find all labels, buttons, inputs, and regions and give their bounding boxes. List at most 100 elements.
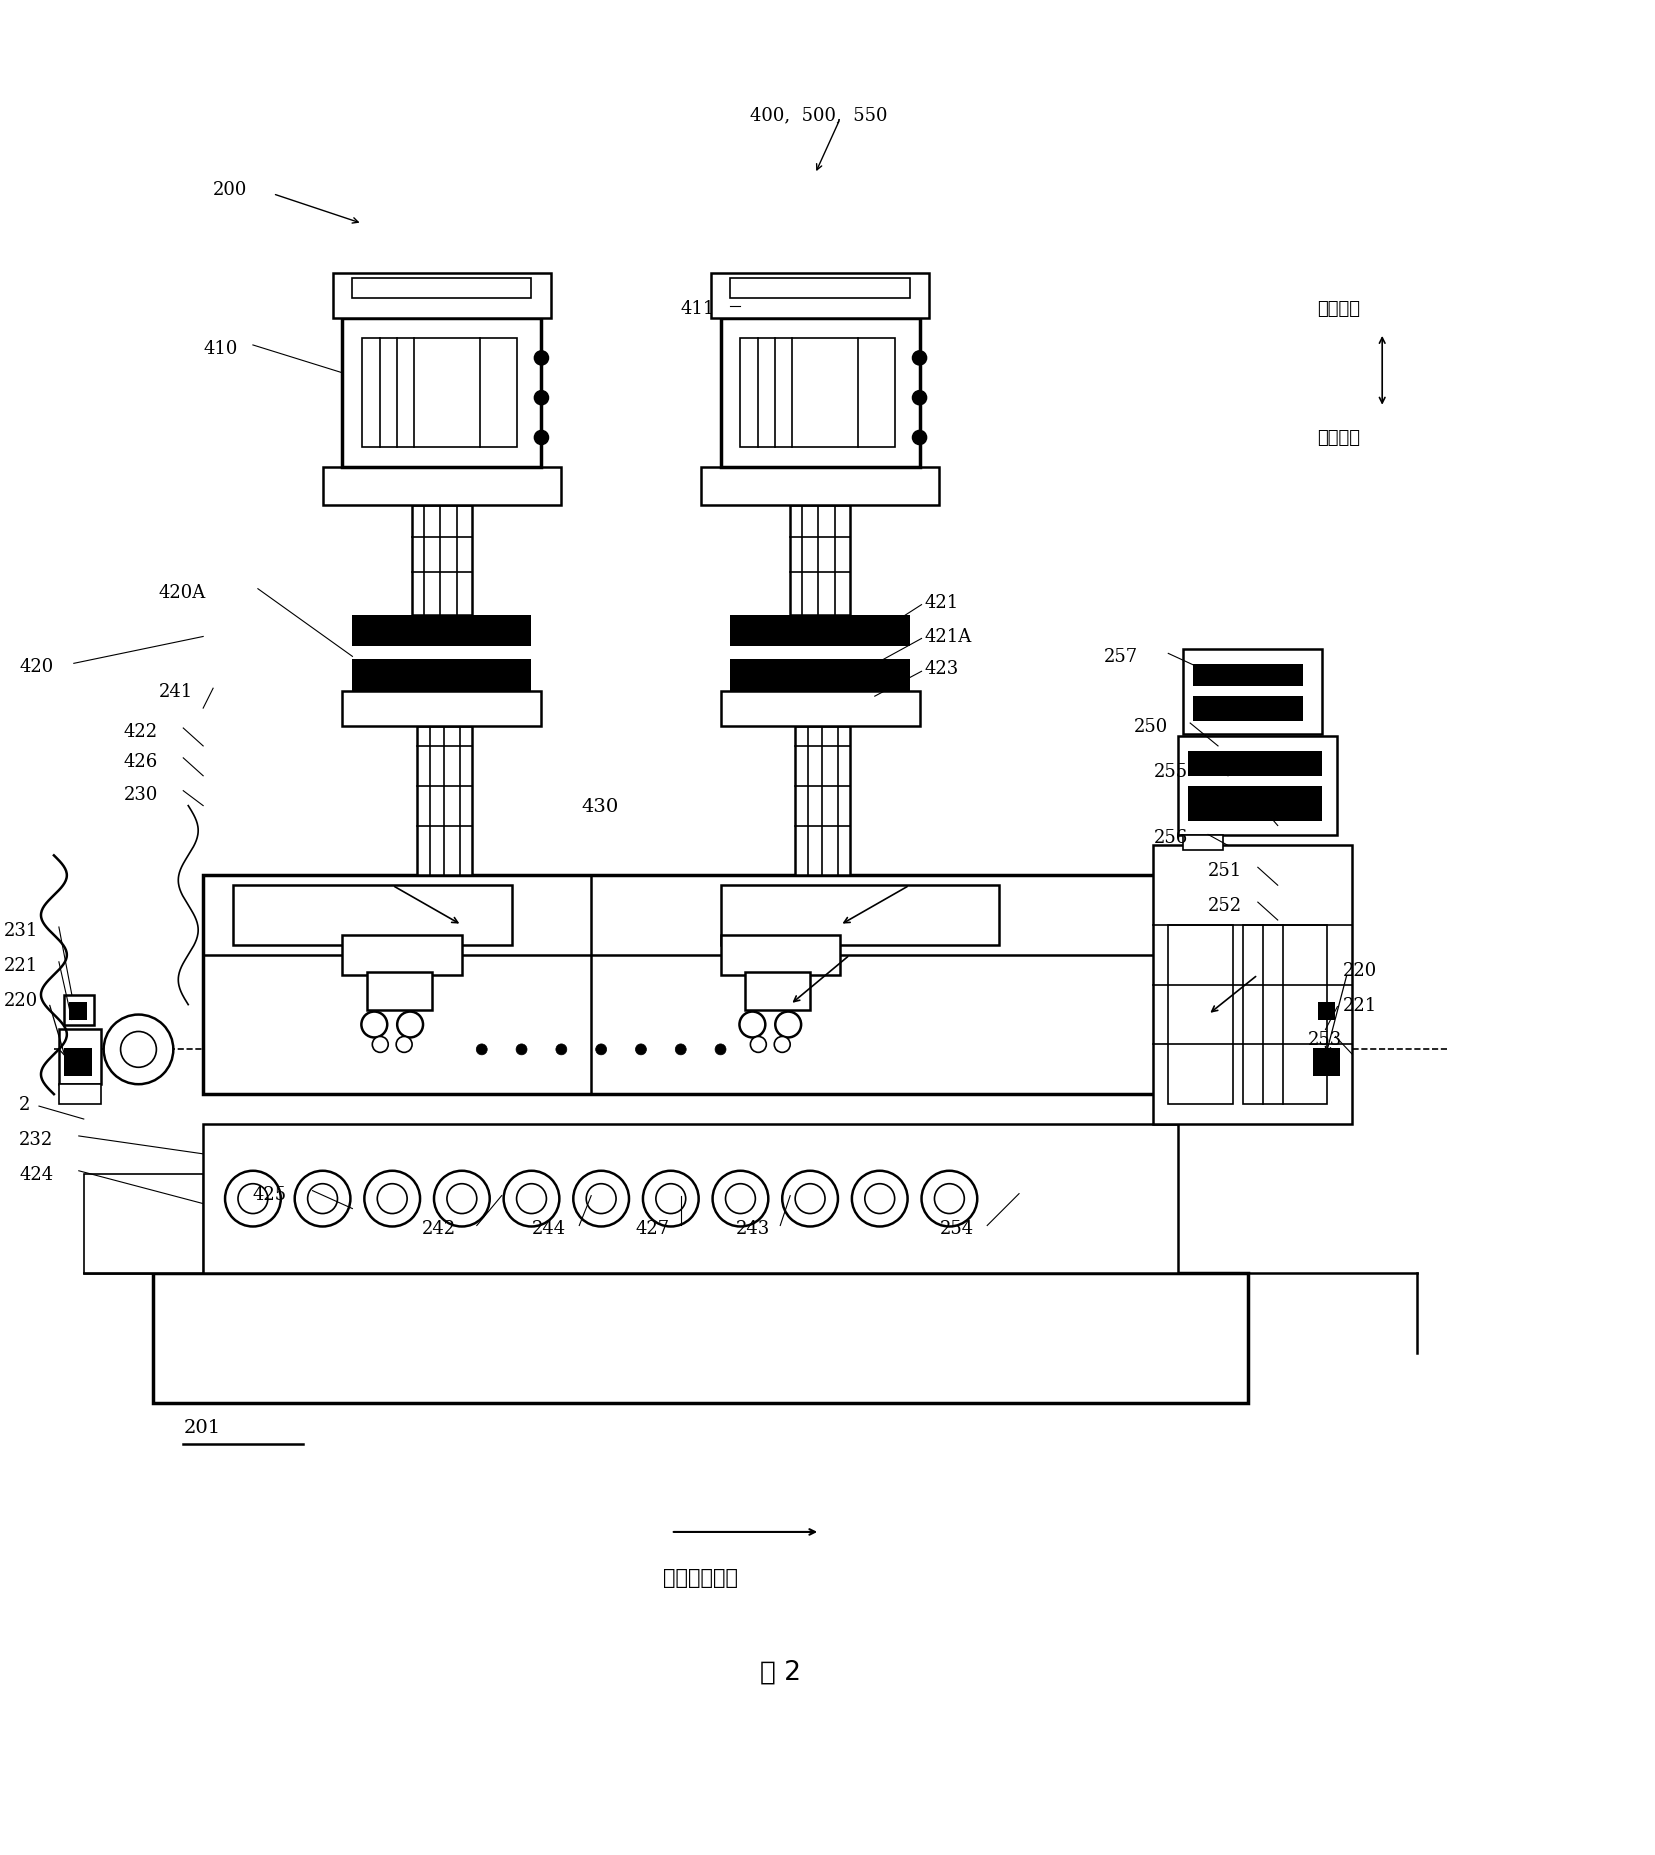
Circle shape — [775, 1013, 801, 1039]
Circle shape — [377, 1183, 407, 1213]
Bar — [333, 275, 551, 319]
Bar — [1193, 664, 1302, 686]
Text: 221: 221 — [5, 957, 38, 974]
Circle shape — [535, 352, 548, 365]
Circle shape — [740, 1013, 765, 1039]
Bar — [1167, 926, 1233, 1104]
Circle shape — [573, 1171, 629, 1226]
Text: 424: 424 — [20, 1165, 53, 1183]
Circle shape — [912, 391, 925, 406]
Bar — [204, 1124, 1177, 1274]
Text: 257: 257 — [1102, 647, 1137, 666]
Circle shape — [556, 1044, 566, 1055]
Circle shape — [851, 1171, 907, 1226]
Text: 向下方向: 向下方向 — [1317, 429, 1360, 447]
Bar — [323, 467, 561, 506]
Text: 向上方向: 向上方向 — [1317, 301, 1360, 317]
Text: 420: 420 — [20, 659, 53, 675]
Text: 220: 220 — [1342, 961, 1375, 979]
Bar — [65, 994, 94, 1026]
Bar — [1307, 1085, 1349, 1104]
Text: 250: 250 — [1132, 718, 1167, 736]
Bar — [362, 339, 516, 449]
Bar — [1317, 1002, 1334, 1020]
Text: 231: 231 — [5, 922, 38, 939]
Text: 242: 242 — [422, 1221, 455, 1237]
Circle shape — [596, 1044, 606, 1055]
Bar — [1182, 649, 1322, 735]
Text: 421A: 421A — [923, 629, 971, 646]
Bar — [730, 660, 909, 692]
Circle shape — [1195, 1013, 1269, 1087]
Bar — [1193, 697, 1302, 722]
Text: 251: 251 — [1208, 863, 1241, 879]
Bar — [60, 1030, 101, 1085]
Bar — [789, 506, 849, 616]
Text: 255: 255 — [1152, 762, 1187, 781]
Text: 200: 200 — [213, 180, 247, 198]
Circle shape — [642, 1171, 698, 1226]
Bar — [1187, 787, 1322, 822]
Bar — [204, 876, 1177, 1094]
Text: 工件输送方向: 工件输送方向 — [662, 1567, 738, 1586]
Circle shape — [725, 1183, 755, 1213]
Text: 232: 232 — [20, 1130, 53, 1148]
Bar — [1307, 1030, 1349, 1085]
Circle shape — [1213, 1030, 1253, 1070]
Circle shape — [516, 1044, 526, 1055]
Bar — [353, 278, 531, 299]
Text: 240: 240 — [1208, 798, 1241, 814]
Text: 201: 201 — [184, 1419, 220, 1436]
Bar — [233, 885, 511, 946]
Text: 420A: 420A — [159, 582, 205, 601]
Text: 253: 253 — [1307, 1031, 1341, 1048]
Bar — [84, 1174, 204, 1274]
Text: 400,  500,  550: 400, 500, 550 — [750, 106, 887, 124]
Circle shape — [477, 1044, 487, 1055]
Circle shape — [715, 1044, 725, 1055]
Bar — [1177, 736, 1337, 837]
Circle shape — [535, 430, 548, 445]
Circle shape — [912, 352, 925, 365]
Bar — [1187, 751, 1322, 777]
Bar — [794, 727, 849, 876]
Circle shape — [396, 1037, 412, 1054]
Circle shape — [238, 1183, 268, 1213]
Bar — [720, 692, 919, 727]
Bar — [730, 616, 909, 647]
Circle shape — [912, 430, 925, 445]
Text: 422: 422 — [124, 723, 157, 740]
Text: 254: 254 — [938, 1221, 973, 1237]
Text: 243: 243 — [735, 1221, 770, 1237]
Bar — [1312, 994, 1342, 1026]
Text: 2: 2 — [20, 1096, 30, 1113]
Bar — [710, 275, 928, 319]
Bar — [353, 616, 531, 647]
Bar — [730, 278, 909, 299]
Text: 256: 256 — [1152, 829, 1187, 848]
Bar — [343, 692, 541, 727]
Text: 410: 410 — [204, 339, 237, 358]
Bar — [1152, 846, 1352, 1124]
Text: 220: 220 — [5, 991, 38, 1009]
Circle shape — [920, 1171, 976, 1226]
Bar — [1312, 1048, 1339, 1076]
Bar — [1182, 837, 1223, 851]
Bar — [367, 972, 432, 1009]
Circle shape — [447, 1183, 477, 1213]
Text: 427: 427 — [636, 1221, 670, 1237]
Text: 241: 241 — [159, 683, 192, 701]
Circle shape — [361, 1013, 387, 1039]
Text: 423: 423 — [923, 660, 958, 677]
Bar — [412, 506, 472, 616]
Bar — [1243, 926, 1327, 1104]
Text: 426: 426 — [124, 753, 157, 770]
Text: 230: 230 — [124, 785, 157, 803]
Bar — [65, 1048, 91, 1076]
Circle shape — [516, 1183, 546, 1213]
Bar — [745, 972, 809, 1009]
Circle shape — [675, 1044, 685, 1055]
Circle shape — [434, 1171, 490, 1226]
Circle shape — [775, 1037, 789, 1054]
Text: 221: 221 — [1342, 996, 1375, 1015]
